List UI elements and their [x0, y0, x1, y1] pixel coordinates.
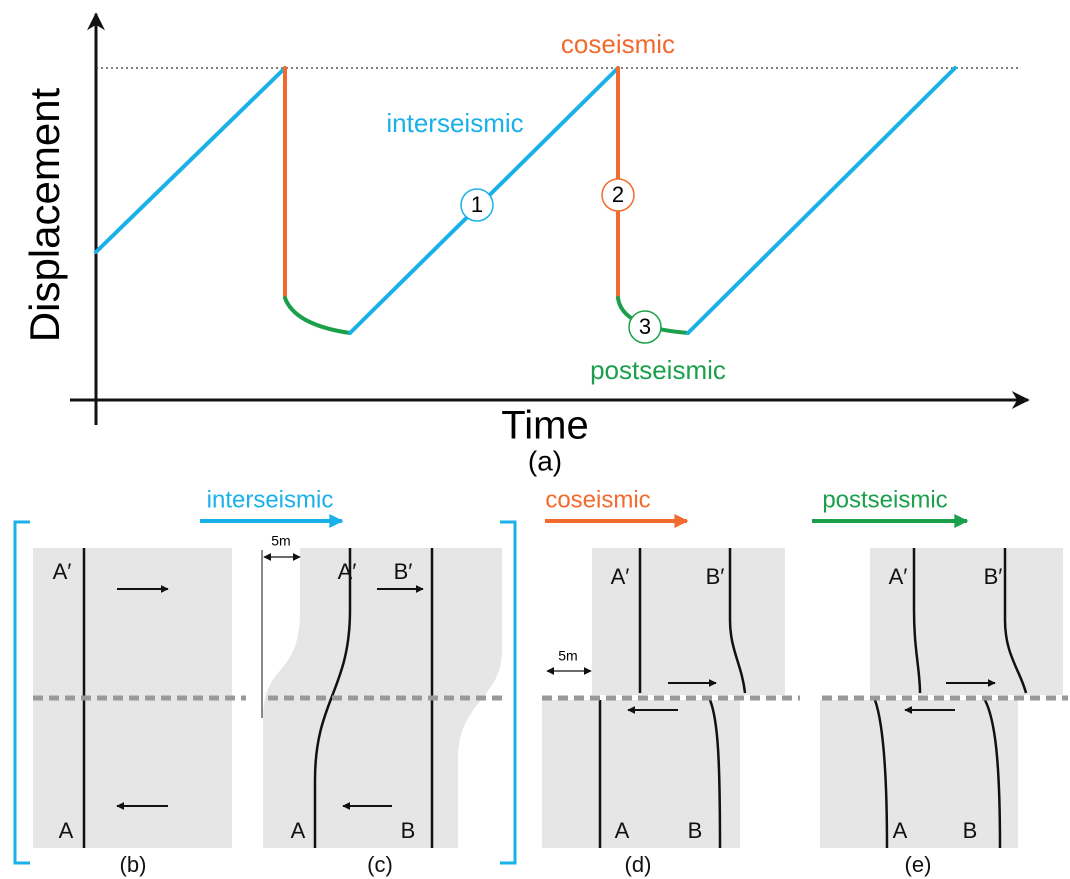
point-label: A: [59, 818, 74, 843]
marker-label: 1: [471, 192, 483, 217]
phase-label: interseismic: [207, 486, 334, 513]
point-label: A′: [889, 564, 908, 589]
plot-a: 1 2 3 coseismic interseismic postseismic…: [21, 14, 1028, 476]
point-label: B: [401, 818, 416, 843]
point-label: A′: [611, 564, 630, 589]
y-axis-title: Displacement: [21, 87, 68, 342]
point-label: B: [688, 818, 703, 843]
phase-label: interseismic: [386, 108, 523, 138]
panel-b: A′ A (b): [33, 548, 246, 877]
point-label: A′: [53, 559, 72, 584]
point-label: A: [615, 818, 630, 843]
phase-label: coseismic: [545, 486, 650, 513]
caption: (e): [905, 852, 932, 877]
panel-c: 5m A′ B′ A B (c): [262, 533, 505, 877]
bracket: [500, 522, 515, 863]
caption: (c): [367, 852, 393, 877]
phase-label: postseismic: [822, 486, 947, 513]
bracket: [15, 522, 30, 863]
point-label: A′: [338, 559, 357, 584]
phase-label: postseismic: [590, 355, 726, 385]
panel-e: A′ B′ A B (e): [820, 548, 1068, 877]
marker-label: 2: [612, 182, 624, 207]
panel-d: 5m A′ B′ A B (d): [542, 548, 800, 877]
point-label: B′: [984, 564, 1003, 589]
point-label: A: [893, 818, 908, 843]
marker-label: 3: [639, 314, 651, 339]
point-label: B′: [706, 564, 725, 589]
scale-label: 5m: [271, 533, 290, 549]
block: [820, 700, 1018, 848]
phase-label: coseismic: [561, 29, 675, 59]
block: [542, 700, 740, 848]
caption: (d): [625, 852, 652, 877]
x-axis-title: Time: [501, 404, 588, 448]
cycle-curve: [96, 68, 955, 333]
caption: (a): [528, 445, 562, 476]
figure: 1 2 3 coseismic interseismic postseismic…: [0, 0, 1070, 879]
point-label: B: [963, 818, 978, 843]
caption: (b): [120, 852, 147, 877]
point-label: B′: [394, 559, 413, 584]
point-label: A: [291, 818, 306, 843]
scale-label: 5m: [558, 648, 577, 664]
